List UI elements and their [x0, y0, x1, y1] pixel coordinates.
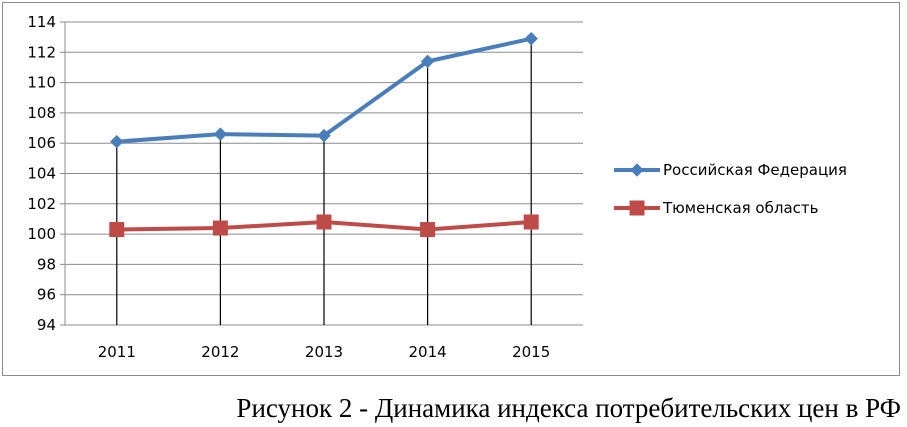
series-0-point-2011 — [110, 134, 124, 149]
y-tick-label-110: 110 — [27, 74, 56, 92]
legend-label-0: Российская Федерация — [663, 161, 847, 179]
series-0-point-2015 — [524, 31, 538, 46]
y-tick-label-96: 96 — [37, 286, 56, 304]
series-1 — [109, 214, 539, 238]
y-tick-label-106: 106 — [27, 134, 56, 152]
legend-marker-1 — [629, 200, 645, 216]
legend-marker-0 — [630, 163, 644, 177]
y-tick-label-94: 94 — [37, 316, 56, 334]
y-tick-labels: 94 96 98 100 102 104 106 108 110 112 114 — [27, 13, 56, 334]
series-0 — [110, 31, 538, 149]
legend: Российская Федерация Тюменская область — [614, 161, 847, 217]
y-tick-label-112: 112 — [27, 43, 56, 61]
y-tick-label-114: 114 — [27, 13, 56, 31]
figure-caption: Рисунок 2 - Динамика индекса потребитель… — [236, 393, 901, 423]
x-tick-label-2011: 2011 — [98, 343, 136, 361]
chart-frame — [2, 2, 900, 376]
y-tick-label-108: 108 — [27, 104, 56, 122]
x-tick-label-2015: 2015 — [512, 343, 550, 361]
series-0-point-2013 — [317, 128, 331, 143]
x-tick-label-2012: 2012 — [201, 343, 239, 361]
y-tick-label-102: 102 — [27, 195, 56, 213]
legend-label-1: Тюменская область — [662, 199, 818, 217]
x-tick-label-2014: 2014 — [409, 343, 447, 361]
series-0-point-2012 — [213, 127, 228, 141]
series-1-point-2014 — [420, 222, 436, 238]
series-1-point-2013 — [316, 214, 332, 230]
x-tick-labels: 2011 2012 2013 2014 2015 — [98, 343, 551, 361]
series-line-0 — [116, 36, 532, 144]
series-1-point-2015 — [523, 214, 539, 230]
series-0-point-2014 — [420, 54, 435, 69]
x-tick-label-2013: 2013 — [305, 343, 343, 361]
series-1-point-2011 — [109, 222, 125, 238]
grid-lines — [65, 21, 583, 296]
series-layer — [109, 31, 539, 238]
y-tick-label-98: 98 — [37, 255, 56, 273]
y-tick-label-104: 104 — [27, 165, 56, 183]
y-tick-label-100: 100 — [27, 225, 56, 243]
series-1-point-2012 — [212, 220, 228, 236]
drop-lines — [116, 38, 532, 325]
